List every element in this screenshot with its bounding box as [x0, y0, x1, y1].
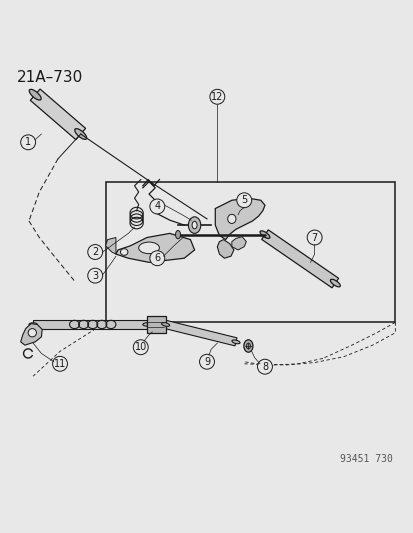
Bar: [105, 182, 394, 322]
Text: 11: 11: [54, 359, 66, 369]
Polygon shape: [261, 230, 338, 288]
Polygon shape: [30, 89, 85, 140]
Ellipse shape: [259, 231, 269, 238]
Circle shape: [21, 135, 36, 150]
Text: 1: 1: [25, 138, 31, 147]
Circle shape: [236, 193, 251, 208]
Circle shape: [28, 329, 36, 337]
Text: 9: 9: [204, 357, 209, 367]
Polygon shape: [33, 320, 147, 329]
Text: 4: 4: [154, 201, 160, 212]
Text: 2: 2: [92, 247, 98, 257]
Text: 3: 3: [92, 271, 98, 280]
Polygon shape: [105, 238, 116, 254]
Circle shape: [133, 340, 148, 354]
Ellipse shape: [175, 230, 180, 239]
Ellipse shape: [330, 279, 339, 287]
Ellipse shape: [188, 217, 200, 233]
Ellipse shape: [142, 323, 151, 326]
Ellipse shape: [243, 340, 252, 352]
Polygon shape: [217, 240, 233, 258]
Ellipse shape: [29, 90, 41, 100]
Text: 8: 8: [261, 362, 267, 372]
Circle shape: [52, 357, 67, 372]
Text: 5: 5: [240, 195, 247, 205]
Ellipse shape: [138, 242, 159, 254]
Polygon shape: [21, 324, 42, 345]
Circle shape: [199, 354, 214, 369]
Ellipse shape: [227, 214, 235, 223]
Ellipse shape: [231, 340, 240, 344]
Polygon shape: [231, 237, 246, 250]
Circle shape: [88, 245, 102, 260]
Polygon shape: [116, 233, 194, 262]
Ellipse shape: [120, 249, 128, 255]
Ellipse shape: [75, 128, 86, 140]
Circle shape: [209, 90, 224, 104]
Circle shape: [150, 251, 164, 265]
Circle shape: [257, 359, 272, 374]
Ellipse shape: [246, 343, 250, 349]
Text: 7: 7: [311, 232, 317, 243]
Ellipse shape: [29, 323, 37, 326]
Text: 10: 10: [134, 342, 147, 352]
Ellipse shape: [161, 322, 169, 326]
Circle shape: [306, 230, 321, 245]
Ellipse shape: [192, 221, 197, 229]
Text: 93451 730: 93451 730: [339, 455, 392, 464]
Circle shape: [88, 268, 102, 283]
Text: 21A–730: 21A–730: [17, 70, 83, 85]
Bar: [147, 316, 165, 333]
Polygon shape: [215, 198, 264, 240]
Circle shape: [150, 199, 164, 214]
Text: 6: 6: [154, 253, 160, 263]
Polygon shape: [164, 320, 236, 346]
Text: 12: 12: [211, 92, 223, 102]
